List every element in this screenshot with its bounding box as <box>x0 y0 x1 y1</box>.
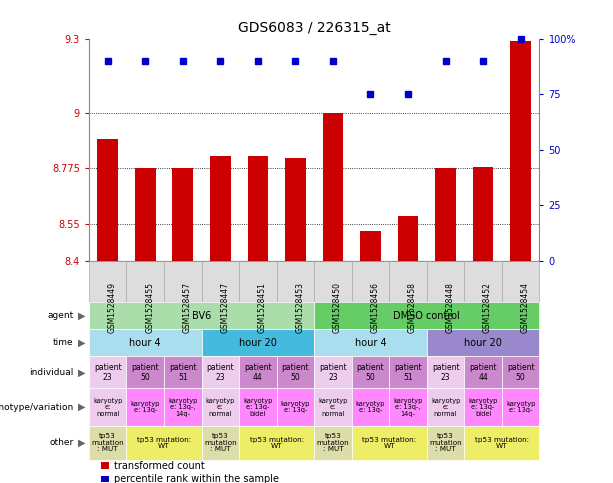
Text: tp53
mutation
: MUT: tp53 mutation : MUT <box>317 433 349 453</box>
Text: DMSO control: DMSO control <box>394 311 460 321</box>
Text: GSM1528448: GSM1528448 <box>446 282 455 333</box>
Text: ▶: ▶ <box>78 438 85 448</box>
Text: patient
51: patient 51 <box>394 363 422 382</box>
Text: patient
23: patient 23 <box>319 363 347 382</box>
Bar <box>135 168 156 261</box>
Text: patient
23: patient 23 <box>94 363 121 382</box>
Text: karyotyp
e: 13q-: karyotyp e: 13q- <box>356 401 385 413</box>
Text: GSM1528451: GSM1528451 <box>258 282 267 333</box>
Text: genotype/variation: genotype/variation <box>0 403 74 412</box>
Text: tp53 mutation:
WT: tp53 mutation: WT <box>362 437 416 449</box>
Text: GSM1528456: GSM1528456 <box>370 282 379 333</box>
Text: GSM1528458: GSM1528458 <box>408 282 417 333</box>
Text: hour 20: hour 20 <box>239 338 277 348</box>
Text: hour 4: hour 4 <box>129 338 161 348</box>
Text: other: other <box>49 439 74 447</box>
Text: karyotyp
e:
normal: karyotyp e: normal <box>205 398 235 417</box>
Text: karyotyp
e:
normal: karyotyp e: normal <box>93 398 123 417</box>
Text: tp53 mutation:
WT: tp53 mutation: WT <box>137 437 191 449</box>
Bar <box>172 168 193 261</box>
Text: GSM1528457: GSM1528457 <box>183 282 192 333</box>
Text: GSM1528449: GSM1528449 <box>108 282 116 333</box>
Text: karyotyp
e: 13q-,
14q-: karyotyp e: 13q-, 14q- <box>394 398 423 417</box>
Bar <box>97 139 118 261</box>
Text: patient
23: patient 23 <box>432 363 459 382</box>
Text: GSM1528453: GSM1528453 <box>295 282 305 333</box>
Bar <box>398 216 418 261</box>
Text: patient
50: patient 50 <box>507 363 535 382</box>
Text: GSM1528447: GSM1528447 <box>220 282 229 333</box>
Text: GSM1528452: GSM1528452 <box>483 282 492 333</box>
Text: GSM1528454: GSM1528454 <box>520 282 530 333</box>
Text: time: time <box>53 339 74 347</box>
Text: karyotyp
e: 13q-: karyotyp e: 13q- <box>131 401 160 413</box>
Bar <box>435 168 456 261</box>
Text: tp53 mutation:
WT: tp53 mutation: WT <box>475 437 529 449</box>
Text: hour 4: hour 4 <box>355 338 386 348</box>
Text: agent: agent <box>47 311 74 320</box>
Text: tp53 mutation:
WT: tp53 mutation: WT <box>249 437 303 449</box>
Bar <box>285 158 306 261</box>
Text: karyotyp
e: 13q-: karyotyp e: 13q- <box>281 401 310 413</box>
Text: ▶: ▶ <box>78 338 85 348</box>
Text: tp53
mutation
: MUT: tp53 mutation : MUT <box>204 433 237 453</box>
Bar <box>248 156 268 261</box>
Text: karyotyp
e: 13q-
bidel: karyotyp e: 13q- bidel <box>468 398 498 417</box>
Bar <box>360 231 381 261</box>
Text: patient
44: patient 44 <box>470 363 497 382</box>
Text: patient
50: patient 50 <box>131 363 159 382</box>
Text: GSM1528455: GSM1528455 <box>145 282 154 333</box>
Text: patient
51: patient 51 <box>169 363 197 382</box>
Text: BV6: BV6 <box>192 311 211 321</box>
Text: patient
44: patient 44 <box>244 363 272 382</box>
Bar <box>473 167 493 261</box>
Text: hour 20: hour 20 <box>464 338 502 348</box>
Text: tp53
mutation
: MUT: tp53 mutation : MUT <box>429 433 462 453</box>
Text: patient
50: patient 50 <box>281 363 309 382</box>
Title: GDS6083 / 226315_at: GDS6083 / 226315_at <box>238 21 390 35</box>
Text: ▶: ▶ <box>78 402 85 412</box>
Text: karyotyp
e: 13q-,
14q-: karyotyp e: 13q-, 14q- <box>168 398 197 417</box>
Text: patient
50: patient 50 <box>357 363 384 382</box>
Text: GSM1528450: GSM1528450 <box>333 282 342 333</box>
Text: karyotyp
e: 13q-: karyotyp e: 13q- <box>506 401 535 413</box>
Text: tp53
mutation
: MUT: tp53 mutation : MUT <box>91 433 124 453</box>
Text: karyotyp
e:
normal: karyotyp e: normal <box>318 398 348 417</box>
Text: transformed count: transformed count <box>114 461 205 470</box>
Bar <box>322 113 343 261</box>
Bar <box>210 156 230 261</box>
Text: ▶: ▶ <box>78 311 85 321</box>
Text: karyotyp
e: 13q-
bidel: karyotyp e: 13q- bidel <box>243 398 273 417</box>
Text: individual: individual <box>29 368 74 377</box>
Text: patient
23: patient 23 <box>207 363 234 382</box>
Text: karyotyp
e:
normal: karyotyp e: normal <box>431 398 460 417</box>
Text: percentile rank within the sample: percentile rank within the sample <box>114 474 279 483</box>
Text: ▶: ▶ <box>78 368 85 377</box>
Bar <box>511 41 531 261</box>
